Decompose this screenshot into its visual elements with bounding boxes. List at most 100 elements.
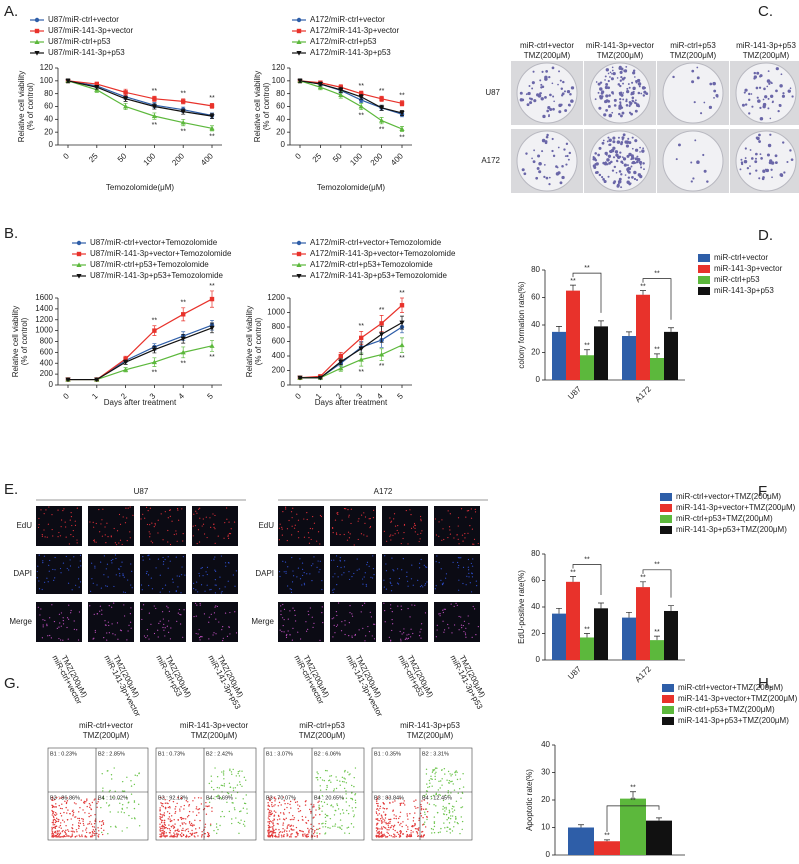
cell (145, 636, 147, 639)
colony (700, 112, 703, 115)
cell (213, 612, 216, 614)
colony (616, 160, 619, 163)
event (160, 821, 163, 824)
cell (410, 628, 412, 630)
event (161, 814, 164, 816)
micrograph (192, 554, 238, 594)
event (82, 822, 85, 825)
cell (74, 524, 77, 526)
cell (319, 639, 321, 641)
cell (413, 522, 416, 525)
colony (558, 110, 562, 114)
colony (777, 109, 780, 113)
plot-title: TMZ(200μM) (299, 731, 346, 740)
colony (599, 95, 603, 99)
event (347, 771, 349, 773)
event (414, 805, 416, 808)
colony (767, 97, 770, 100)
colony (564, 109, 568, 113)
cell (38, 517, 40, 520)
event (389, 820, 391, 823)
cell (438, 535, 440, 537)
event (452, 811, 454, 813)
event (458, 788, 461, 790)
event (461, 820, 464, 823)
colony (540, 86, 543, 89)
cell (159, 591, 161, 593)
column-label: TMZ(200μM) (743, 51, 790, 60)
event (320, 800, 323, 803)
colony (549, 108, 553, 112)
cell (363, 534, 365, 536)
cell (313, 556, 315, 558)
legend-swatch (662, 684, 674, 692)
event (330, 781, 332, 783)
cell (57, 536, 59, 538)
y-tick-label: 80 (531, 265, 540, 274)
cell (146, 635, 149, 637)
event (351, 797, 353, 800)
cell (411, 604, 413, 606)
marker (180, 349, 186, 355)
colony (546, 133, 549, 137)
colony (639, 163, 642, 166)
event (384, 836, 387, 838)
marker (338, 359, 344, 365)
event (337, 808, 340, 810)
cell (442, 583, 444, 586)
event (52, 820, 55, 822)
cell (162, 587, 164, 590)
event (354, 806, 357, 809)
event (423, 823, 425, 826)
event (450, 780, 452, 783)
bracket (572, 564, 602, 596)
event (93, 799, 95, 801)
event (408, 835, 411, 837)
event (243, 820, 246, 823)
cell (169, 543, 172, 546)
cell (167, 517, 169, 519)
plot-title: miR-ctrl+vector (79, 721, 133, 730)
event (304, 800, 307, 803)
cell (210, 588, 212, 591)
bar (646, 820, 672, 855)
bar (594, 326, 608, 380)
colony (555, 172, 560, 176)
cell (390, 520, 393, 522)
event (85, 801, 87, 803)
event (174, 835, 176, 838)
bracket-label: ** (584, 556, 590, 563)
colony (607, 136, 610, 139)
legend-label: A172/miR-ctrl+vector (310, 15, 385, 24)
cell (368, 630, 371, 633)
colony (755, 86, 759, 90)
event (317, 828, 319, 830)
colony (770, 168, 773, 171)
cell (337, 513, 339, 516)
y-tick-label: 800 (272, 322, 286, 331)
event (399, 802, 401, 805)
cell (284, 561, 287, 563)
cell (334, 632, 336, 634)
cell (228, 626, 230, 628)
event (195, 814, 198, 817)
cell (400, 605, 402, 607)
event (376, 800, 378, 802)
error-bar (626, 331, 632, 336)
event (180, 806, 182, 808)
cell (229, 611, 231, 614)
cell (390, 521, 392, 523)
event (183, 808, 185, 810)
event (272, 829, 274, 831)
cell (278, 539, 280, 541)
cell (464, 537, 466, 539)
colony (609, 76, 611, 78)
event (161, 816, 164, 818)
colony (693, 101, 696, 104)
event (397, 821, 399, 824)
event (375, 818, 377, 820)
event (432, 828, 434, 831)
event (317, 773, 319, 775)
cell (458, 564, 460, 567)
event (432, 769, 434, 771)
